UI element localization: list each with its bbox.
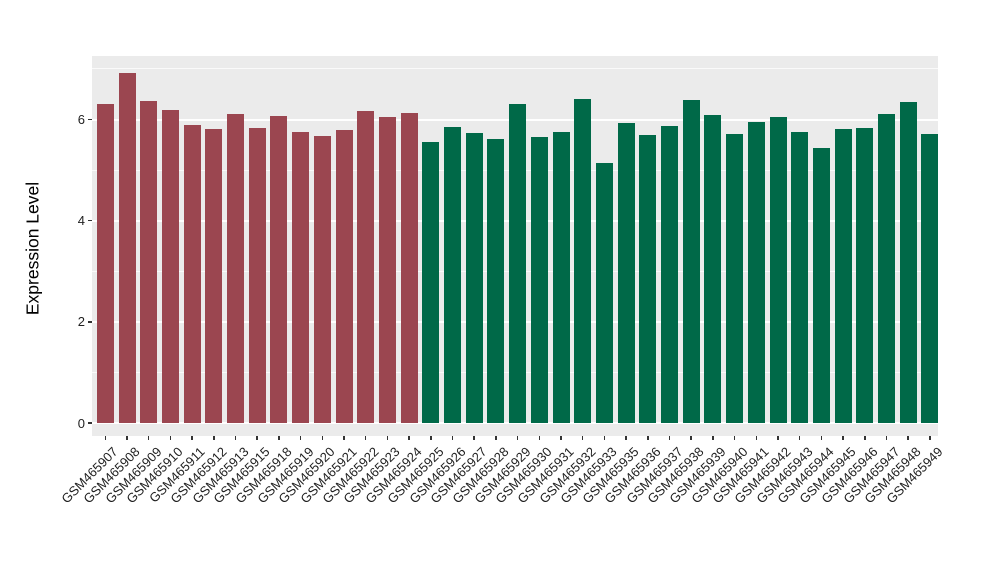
bar-GSM465941 [747, 121, 765, 423]
bar-GSM465946 [856, 128, 874, 423]
x-tick-mark-GSM465928 [495, 436, 497, 440]
y-tick-label-2: 2 [77, 314, 85, 330]
bar-GSM465932 [574, 98, 592, 423]
x-tick-mark-GSM465939 [712, 436, 714, 440]
bar-GSM465940 [726, 134, 744, 423]
plot-panel [92, 56, 939, 436]
bar-GSM465922 [357, 110, 375, 423]
x-tick-mark-GSM465910 [169, 436, 172, 440]
x-tick-mark-GSM465915 [256, 436, 258, 440]
x-tick-mark-GSM465925 [430, 436, 432, 440]
x-tick-mark-GSM465912 [213, 436, 215, 440]
bar-GSM465918 [270, 115, 288, 423]
x-tick-mark-GSM465945 [842, 436, 844, 440]
x-tick-mark-GSM465941 [755, 436, 758, 440]
bar-GSM465913 [227, 114, 244, 423]
bar-GSM465937 [661, 125, 678, 423]
bar-GSM465911 [183, 124, 201, 423]
bar-GSM465930 [530, 137, 548, 423]
x-tick-mark-GSM465918 [278, 436, 280, 440]
x-tick-mark-GSM465943 [798, 436, 801, 440]
bar-GSM465942 [769, 116, 787, 423]
x-tick-mark-GSM465949 [929, 436, 931, 440]
bar-GSM465920 [313, 136, 331, 423]
bar-GSM465919 [292, 131, 310, 423]
bar-GSM465925 [422, 141, 440, 423]
bar-GSM465949 [921, 134, 939, 423]
minor-gridline-y7 [92, 68, 938, 70]
x-tick-mark-GSM465920 [321, 436, 324, 440]
y-tick-mark-2 [88, 321, 92, 323]
y-tick-label-0: 0 [77, 415, 85, 431]
y-tick-mark-6 [88, 118, 92, 121]
bar-GSM465943 [791, 132, 809, 423]
bar-GSM465933 [595, 162, 613, 423]
bar-GSM465912 [205, 128, 223, 423]
x-tick-mark-GSM465924 [408, 436, 410, 440]
x-tick-mark-GSM465936 [647, 436, 649, 440]
x-tick-mark-GSM465933 [603, 436, 606, 440]
bar-GSM465921 [335, 129, 353, 423]
x-tick-mark-GSM465921 [343, 436, 345, 440]
bar-GSM465939 [704, 114, 722, 423]
bar-GSM465923 [378, 117, 396, 423]
bar-GSM465948 [899, 101, 917, 423]
bar-GSM465938 [682, 99, 700, 423]
x-tick-mark-GSM465919 [299, 436, 302, 440]
x-tick-mark-GSM465942 [777, 436, 779, 440]
bar-GSM465915 [248, 128, 266, 423]
y-tick-label-4: 4 [77, 213, 85, 229]
x-tick-mark-GSM465908 [126, 436, 128, 440]
x-tick-mark-GSM465937 [668, 436, 671, 440]
bar-GSM465936 [639, 135, 657, 423]
x-tick-mark-GSM465929 [516, 436, 519, 440]
bar-GSM465910 [161, 109, 179, 423]
x-tick-mark-GSM465930 [538, 436, 541, 440]
x-tick-mark-GSM465948 [907, 436, 909, 440]
bar-GSM465924 [400, 112, 418, 423]
bar-GSM465909 [140, 100, 158, 423]
x-tick-mark-GSM465931 [560, 436, 562, 440]
x-tick-mark-GSM465911 [191, 436, 193, 440]
x-tick-mark-GSM465913 [234, 436, 237, 440]
bar-GSM465931 [552, 132, 570, 423]
x-tick-mark-GSM465935 [625, 436, 627, 440]
x-tick-mark-GSM465909 [147, 436, 150, 440]
y-axis-title: Expression Level [22, 181, 43, 316]
bar-GSM465947 [878, 114, 895, 423]
bar-GSM465929 [509, 104, 527, 423]
x-tick-mark-GSM465944 [820, 436, 823, 440]
x-tick-mark-GSM465922 [364, 436, 367, 440]
bar-GSM465927 [465, 133, 483, 423]
x-tick-mark-GSM465946 [864, 436, 866, 440]
bar-GSM465935 [617, 122, 635, 423]
bar-GSM465944 [812, 148, 830, 423]
x-tick-mark-GSM465926 [451, 436, 454, 440]
x-tick-mark-GSM465907 [104, 436, 107, 440]
bar-GSM465928 [487, 138, 505, 423]
x-tick-mark-GSM465927 [473, 436, 475, 440]
x-tick-mark-GSM465932 [581, 436, 584, 440]
x-tick-mark-GSM465923 [386, 436, 389, 440]
y-tick-mark-4 [88, 219, 92, 222]
bar-GSM465907 [96, 103, 114, 423]
x-tick-mark-GSM465938 [690, 436, 692, 440]
major-gridline-y0 [92, 422, 938, 424]
x-tick-mark-GSM465940 [733, 436, 736, 440]
x-tick-mark-GSM465947 [885, 436, 888, 440]
y-tick-mark-0 [88, 422, 92, 424]
bar-GSM465926 [444, 127, 461, 423]
bar-GSM465945 [834, 129, 852, 423]
y-tick-label-6: 6 [77, 112, 85, 128]
bar-GSM465908 [118, 73, 136, 423]
